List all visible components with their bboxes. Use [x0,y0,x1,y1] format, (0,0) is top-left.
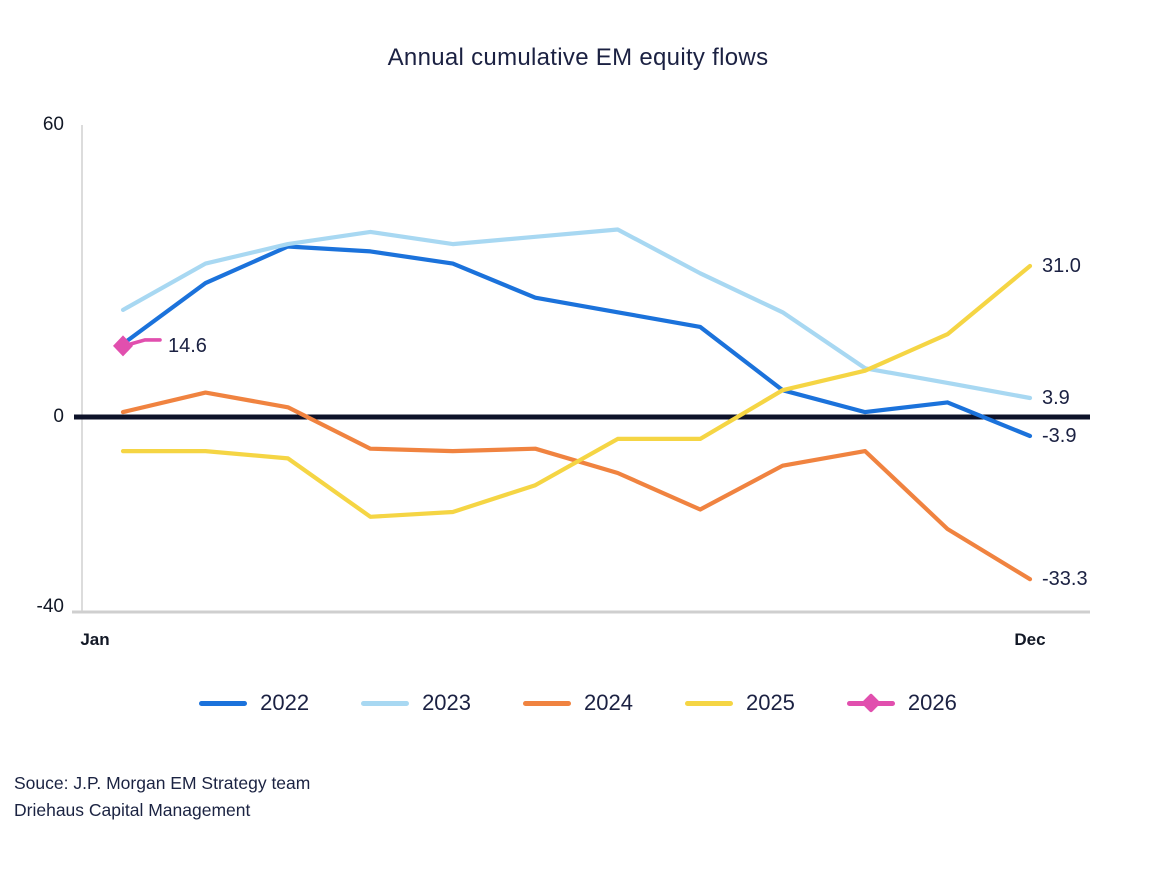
source-note: Souce: J.P. Morgan EM Strategy team Drie… [14,770,310,824]
source-line-1: Souce: J.P. Morgan EM Strategy team [14,773,311,793]
series-line-2023 [120,227,1033,401]
legend-item-2022: 2022 [199,690,309,716]
data-label-2025-end: 31.0 [1042,255,1081,278]
legend-line-swatch-2022 [199,700,248,706]
data-label-2022-end: -3.9 [1042,424,1077,447]
legend-line-swatch-2026 [846,693,895,713]
annotation-connector-2026 [129,338,162,346]
chart-legend: 2022 2023 2024 2025 2026 [0,690,1156,716]
source-line-2: Driehaus Capital Management [14,800,251,820]
legend-item-2023: 2023 [361,690,471,716]
data-label-2023-end: 3.9 [1042,387,1070,409]
y-axis-tick-0: 0 [53,406,64,427]
legend-item-2025: 2025 [684,690,795,716]
legend-item-2026: 2026 [846,690,957,716]
legend-item-2024: 2024 [523,690,633,716]
series-line-2022 [120,244,1033,439]
legend-diamond-icon [861,693,881,713]
legend-line-swatch-2024 [523,700,572,706]
data-label-2024-end: -33.3 [1042,568,1088,591]
legend-label-2025: 2025 [745,690,795,715]
diamond-marker-2026 [113,335,133,357]
chart-title: Annual cumulative EM equity flows [387,44,769,71]
line-chart [72,125,1090,614]
y-axis-tick-neg40: -40 [36,596,64,617]
series-line-2024 [120,390,1033,582]
legend-line-swatch-2025 [684,700,733,706]
y-axis-tick-60: 60 [42,114,64,135]
legend-label-2026: 2026 [907,690,957,715]
series-line-2025 [120,263,1033,519]
x-axis-tick-dec: Dec [1014,630,1046,649]
legend-line-swatch-2023 [361,700,410,706]
data-label-2026-start: 14.6 [168,334,207,357]
legend-label-2023: 2023 [422,690,472,715]
legend-label-2022: 2022 [260,690,310,715]
legend-label-2024: 2024 [584,690,633,715]
x-axis-tick-jan: Jan [80,630,110,649]
